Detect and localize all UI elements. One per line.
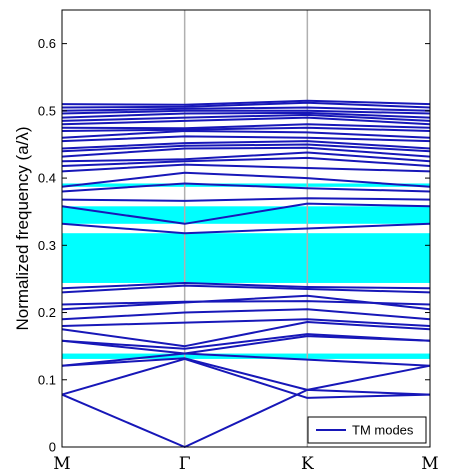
x-tick-label: Γ bbox=[179, 454, 191, 474]
band-30 bbox=[61, 113, 431, 122]
band-6 bbox=[61, 333, 431, 350]
y-axis-title: Normalized frequency (a/λ) bbox=[13, 126, 32, 330]
band-27 bbox=[61, 126, 431, 132]
band-3 bbox=[61, 357, 431, 391]
y-tick-label: 0.6 bbox=[38, 36, 56, 51]
x-tick-label: K bbox=[301, 454, 314, 474]
band-32 bbox=[61, 109, 431, 115]
legend: TM modes bbox=[307, 416, 427, 444]
band-4 bbox=[61, 352, 431, 367]
band-12 bbox=[61, 284, 431, 294]
y-axis-ticks: 0 0.1 0.2 0.3 0.4 0.5 0.6 bbox=[38, 36, 430, 455]
band-20 bbox=[61, 156, 431, 167]
band-15 bbox=[61, 202, 431, 225]
legend-label: TM modes bbox=[352, 423, 414, 438]
band-lines bbox=[61, 99, 431, 448]
band-16 bbox=[61, 197, 431, 202]
band-31 bbox=[61, 111, 431, 119]
plot-frame bbox=[61, 9, 431, 448]
band-23 bbox=[61, 143, 431, 153]
band-gaps bbox=[62, 183, 430, 359]
band-13 bbox=[61, 282, 431, 290]
band-14 bbox=[61, 222, 431, 235]
band-22 bbox=[61, 146, 431, 158]
band-21 bbox=[61, 151, 431, 163]
band-28 bbox=[61, 123, 431, 130]
band-17 bbox=[61, 182, 431, 193]
band-2 bbox=[61, 357, 431, 399]
y-tick-label: 0.4 bbox=[38, 171, 56, 186]
band-29 bbox=[61, 116, 431, 126]
band-gap-1 bbox=[62, 233, 430, 283]
band-11 bbox=[61, 300, 431, 306]
band-35 bbox=[61, 99, 431, 106]
band-33 bbox=[61, 106, 431, 112]
band-7 bbox=[61, 321, 431, 348]
x-tick-label: M bbox=[421, 454, 438, 474]
band-8 bbox=[61, 318, 431, 327]
band-9 bbox=[61, 308, 431, 321]
band-18 bbox=[61, 171, 431, 188]
y-tick-label: 0.3 bbox=[38, 238, 56, 253]
y-tick-label: 0.2 bbox=[38, 305, 56, 320]
x-tick-label: M bbox=[53, 454, 70, 474]
band-19 bbox=[61, 163, 431, 173]
y-tick-label: 0.1 bbox=[38, 372, 56, 387]
band-24 bbox=[61, 140, 431, 150]
band-26 bbox=[61, 130, 431, 139]
y-tick-label: 0.5 bbox=[38, 103, 56, 118]
band-25 bbox=[61, 135, 431, 143]
band-34 bbox=[61, 101, 431, 109]
y-tick-label: 0 bbox=[49, 440, 56, 455]
band-1 bbox=[61, 388, 431, 448]
